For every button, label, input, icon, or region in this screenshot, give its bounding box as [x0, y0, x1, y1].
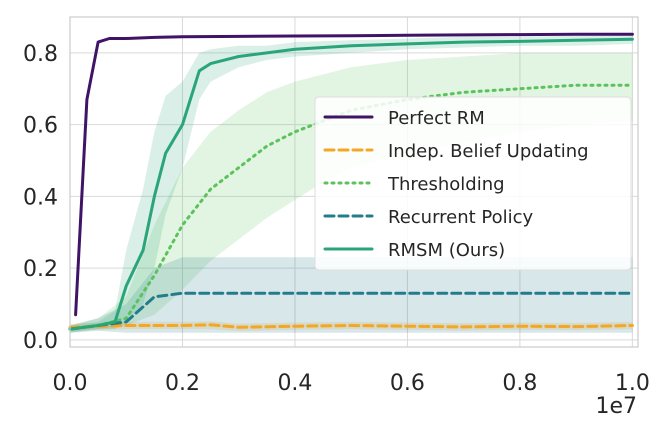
plot-frame	[69, 16, 639, 348]
series-lines	[68, 32, 634, 331]
legend-label: Recurrent Policy	[388, 207, 534, 228]
x-tick-label: 0.4	[277, 371, 312, 396]
series-line	[68, 323, 634, 329]
confidence-band	[70, 257, 633, 333]
x-scale-label: 1e7	[595, 394, 637, 419]
x-tick-label: 1.0	[615, 371, 650, 396]
series-line	[68, 83, 634, 331]
legend-items: Perfect RM Indep. Belief Updating Threshol…	[323, 108, 589, 261]
y-tick-labels: 0.0 0.2 0.4 0.6 0.8	[23, 42, 58, 354]
x-tick-label: 0.0	[53, 371, 88, 396]
legend-box	[314, 96, 632, 271]
y-tick-label: 0.0	[23, 329, 58, 354]
x-tick-label: 0.2	[165, 371, 200, 396]
x-tick-label: 0.6	[390, 371, 425, 396]
series-line	[74, 32, 634, 317]
legend-label: Indep. Belief Updating	[388, 141, 589, 162]
confidence-band	[70, 34, 633, 333]
legend-label: Perfect RM	[388, 108, 485, 129]
series-line	[68, 291, 634, 331]
y-tick-label: 0.2	[23, 257, 58, 282]
x-tick-labels: 0.0 0.2 0.4 0.6 0.8 1.0	[53, 371, 650, 396]
legend-label: RMSM (Ours)	[388, 240, 505, 261]
series-line	[68, 37, 634, 331]
x-tick-label: 0.8	[502, 371, 537, 396]
legend: Perfect RM Indep. Belief Updating Threshol…	[314, 96, 632, 271]
y-tick-label: 0.6	[23, 114, 58, 139]
legend-label: Thresholding	[387, 174, 505, 195]
y-tick-label: 0.4	[23, 185, 58, 210]
y-tick-label: 0.8	[23, 42, 58, 67]
